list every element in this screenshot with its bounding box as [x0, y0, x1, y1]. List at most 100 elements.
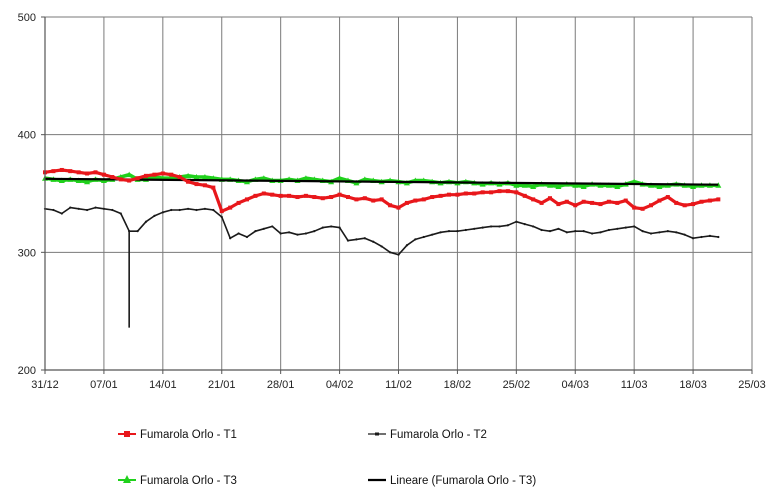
data-point	[160, 171, 165, 176]
data-point	[649, 232, 653, 235]
data-point	[597, 182, 604, 188]
data-point	[666, 230, 669, 233]
data-point	[590, 232, 594, 235]
data-point	[580, 183, 587, 189]
data-point	[675, 231, 678, 234]
data-point	[700, 235, 703, 239]
legend-label: Fumarola Orlo - T1	[140, 429, 237, 441]
data-point	[69, 206, 72, 209]
data-point	[118, 177, 123, 182]
x-tick-label: 04/03	[561, 379, 589, 391]
data-point	[330, 225, 333, 228]
data-point	[110, 175, 115, 180]
data-point	[396, 205, 401, 210]
data-point	[556, 202, 561, 207]
data-point	[615, 200, 620, 205]
data-point	[76, 170, 81, 175]
data-point	[304, 232, 308, 235]
legend-item-fumarola-orlo-t2: Fumarola Orlo - T2	[368, 429, 487, 441]
data-point	[691, 237, 695, 240]
data-point	[219, 209, 224, 214]
data-point	[135, 176, 140, 181]
data-point	[287, 193, 292, 198]
data-point	[93, 170, 98, 175]
data-point	[422, 235, 425, 239]
data-point	[186, 207, 190, 210]
x-tick-label: 31/12	[31, 379, 59, 391]
x-tick-label: 25/03	[738, 379, 766, 391]
data-point	[683, 233, 686, 236]
data-point	[691, 202, 696, 207]
data-point	[60, 212, 63, 215]
legend-marker	[375, 432, 379, 436]
data-point	[564, 199, 569, 204]
data-point	[489, 190, 494, 195]
data-point	[716, 197, 721, 202]
y-tick-label: 400	[18, 130, 36, 142]
data-point	[346, 239, 350, 242]
data-point	[161, 211, 164, 214]
data-point	[557, 227, 560, 230]
data-point	[656, 183, 663, 189]
x-tick-label: 11/02	[385, 379, 412, 391]
data-point	[413, 198, 418, 203]
data-point	[397, 253, 400, 256]
data-point	[690, 183, 697, 189]
data-point	[170, 208, 173, 212]
data-point	[119, 212, 122, 215]
data-point	[438, 193, 443, 198]
data-point	[126, 171, 133, 178]
data-point	[303, 193, 308, 198]
data-point	[271, 225, 274, 228]
data-point	[632, 205, 637, 210]
y-tick-label: 500	[18, 12, 36, 24]
data-point	[151, 174, 158, 180]
data-point	[186, 179, 191, 184]
grid-lines	[45, 16, 753, 371]
data-point	[715, 182, 722, 188]
data-point	[532, 225, 535, 228]
series-fumarola-orlo-t2	[43, 206, 720, 328]
data-point	[59, 167, 64, 172]
data-point	[521, 182, 528, 188]
data-point	[707, 198, 712, 203]
data-point	[531, 197, 536, 202]
data-point	[261, 191, 266, 196]
data-point	[614, 183, 621, 189]
data-point	[338, 226, 341, 229]
data-point	[388, 203, 393, 208]
data-point	[674, 200, 679, 205]
data-point	[447, 230, 451, 233]
data-point	[574, 230, 577, 233]
data-point	[405, 244, 409, 247]
data-point	[548, 196, 552, 201]
data-point	[194, 182, 199, 187]
data-point	[372, 240, 375, 243]
data-point	[353, 179, 360, 186]
data-point	[212, 208, 215, 212]
data-point	[414, 238, 417, 241]
data-point	[245, 197, 249, 202]
data-point	[598, 202, 603, 207]
data-point	[665, 195, 670, 200]
x-tick-label: 18/02	[444, 379, 472, 391]
data-point	[456, 230, 459, 233]
data-point	[278, 193, 283, 198]
data-point	[421, 197, 426, 202]
data-point	[362, 196, 367, 201]
data-point	[363, 237, 366, 240]
data-point	[572, 182, 579, 188]
data-point	[68, 169, 73, 174]
data-point	[287, 231, 291, 234]
data-point	[582, 230, 585, 233]
data-point	[633, 225, 636, 228]
x-tick-label: 25/02	[503, 379, 531, 391]
data-point	[479, 181, 486, 187]
data-point	[565, 231, 568, 234]
data-point	[195, 208, 198, 212]
data-point	[555, 183, 562, 189]
data-point	[717, 235, 720, 239]
data-point	[522, 193, 527, 198]
x-tick-label: 04/02	[326, 379, 354, 391]
